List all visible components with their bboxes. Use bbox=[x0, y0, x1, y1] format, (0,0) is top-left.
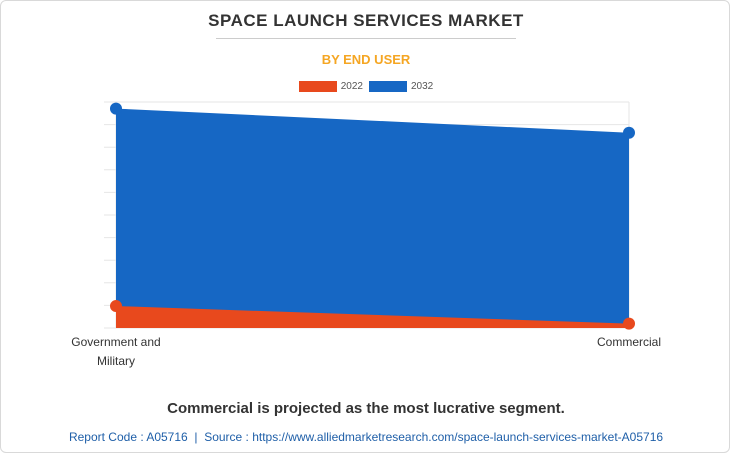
legend-swatch-2032 bbox=[369, 81, 407, 92]
area-series-2032 bbox=[116, 108, 629, 329]
report-code: Report Code : A05716 bbox=[68, 430, 188, 444]
chart-tagline: Commercial is projected as the most lucr… bbox=[167, 400, 565, 417]
area-chart: Government and Military Commercial bbox=[71, 101, 661, 368]
data-point-2022-1 bbox=[623, 317, 635, 330]
chart-legend: 2022 2032 bbox=[1, 81, 730, 92]
legend-label-2032: 2032 bbox=[411, 81, 434, 92]
legend-item-2032[interactable]: 2032 bbox=[369, 81, 433, 92]
legend-label-2022: 2022 bbox=[340, 81, 363, 92]
chart-title: SPACE LAUNCH SERVICES MARKET bbox=[208, 11, 524, 30]
data-point-2022-0 bbox=[110, 300, 122, 313]
area-series-2022 bbox=[116, 306, 629, 328]
data-point-2032-0 bbox=[110, 102, 122, 115]
legend-item-2022[interactable]: 2022 bbox=[298, 81, 363, 92]
title-divider bbox=[216, 38, 516, 39]
category-label: Military bbox=[97, 354, 135, 368]
data-point-2032-1 bbox=[623, 126, 635, 139]
legend-swatch-2022 bbox=[298, 81, 337, 92]
source-link[interactable]: Source : https://www.alliedmarketresearc… bbox=[204, 430, 664, 444]
source-separator: | bbox=[194, 430, 198, 444]
source-line: Report Code : A05716 | Source : https://… bbox=[1, 430, 730, 444]
chart-subtitle: BY END USER bbox=[321, 52, 411, 67]
category-label: Commercial bbox=[597, 335, 661, 349]
category-label: Government and bbox=[71, 335, 160, 349]
